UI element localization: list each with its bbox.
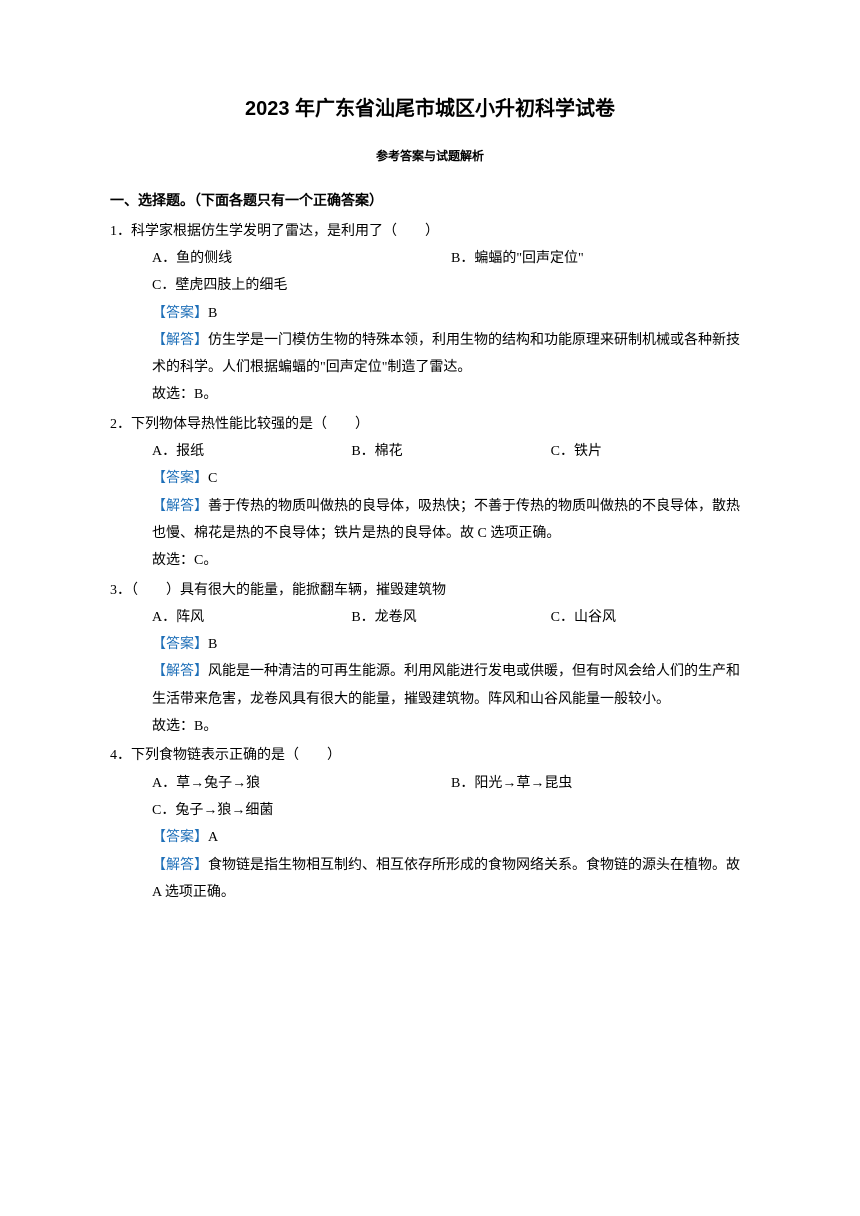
q3-explain: 风能是一种清洁的可再生能源。利用风能进行发电或供暖，但有时风会给人们的生产和生活… [152,664,740,706]
question-4: 4．下列食物链表示正确的是（ ） A．草→兔子→狼 B．阳光→草→昆虫 C．兔子… [110,742,750,906]
q3-number: 3． [110,583,131,598]
q2-option-b: B．棉花 [351,438,550,465]
explain-label: 【解答】 [152,499,208,514]
q2-option-c: C．铁片 [551,438,750,465]
page-title: 2023 年广东省汕尾市城区小升初科学试卷 [110,90,750,129]
q2-stem: 下列物体导热性能比较强的是（ ） [131,417,369,432]
q1-option-c: C．壁虎四肢上的细毛 [110,272,750,299]
question-2: 2．下列物体导热性能比较强的是（ ） A．报纸 B．棉花 C．铁片 【答案】C … [110,411,750,575]
q2-conclusion: 故选：C。 [110,547,750,574]
q3-stem-line: 3．（ ）具有很大的能量，能掀翻车辆，摧毁建筑物 [110,577,750,604]
q4-option-a: A．草→兔子→狼 [152,770,451,797]
q1-number: 1． [110,224,131,239]
q4-number: 4． [110,748,131,763]
q2-number: 2． [110,417,131,432]
answer-label: 【答案】 [152,306,208,321]
q1-answer-line: 【答案】B [110,300,750,327]
explain-label: 【解答】 [152,333,208,348]
q3-option-b: B．龙卷风 [351,604,550,631]
answer-label: 【答案】 [152,830,208,845]
q4-options-row1: A．草→兔子→狼 B．阳光→草→昆虫 [110,770,750,797]
explain-label: 【解答】 [152,858,208,873]
subtitle: 参考答案与试题解析 [110,145,750,168]
q1-explain: 仿生学是一门模仿生物的特殊本领，利用生物的结构和功能原理来研制机械或各种新技术的… [152,333,740,375]
q2-option-a: A．报纸 [152,438,351,465]
q1-conclusion: 故选：B。 [110,381,750,408]
q3-answer-line: 【答案】B [110,631,750,658]
q1-options-row1: A．鱼的侧线 B．蝙蝠的"回声定位" [110,245,750,272]
section-header: 一、选择题。（下面各题只有一个正确答案） [110,188,750,215]
q3-stem: （ ）具有很大的能量，能掀翻车辆，摧毁建筑物 [131,583,446,598]
q2-stem-line: 2．下列物体导热性能比较强的是（ ） [110,411,750,438]
q2-explain: 善于传热的物质叫做热的良导体，吸热快；不善于传热的物质叫做热的不良导体，散热也慢… [152,499,740,541]
q2-answer-line: 【答案】C [110,465,750,492]
q3-option-c: C．山谷风 [551,604,750,631]
q1-stem: 科学家根据仿生学发明了雷达，是利用了（ ） [131,224,439,239]
q2-options-row: A．报纸 B．棉花 C．铁片 [110,438,750,465]
q3-explain-line: 【解答】风能是一种清洁的可再生能源。利用风能进行发电或供暖，但有时风会给人们的生… [110,658,750,713]
q2-explain-line: 【解答】善于传热的物质叫做热的良导体，吸热快；不善于传热的物质叫做热的不良导体，… [110,493,750,548]
q4-explain: 食物链是指生物相互制约、相互依存所形成的食物网络关系。食物链的源头在植物。故 A… [152,858,740,900]
q1-explain-line: 【解答】仿生学是一门模仿生物的特殊本领，利用生物的结构和功能原理来研制机械或各种… [110,327,750,382]
q3-options-row: A．阵风 B．龙卷风 C．山谷风 [110,604,750,631]
q1-option-a: A．鱼的侧线 [152,245,451,272]
q4-stem-line: 4．下列食物链表示正确的是（ ） [110,742,750,769]
q4-answer: A [208,830,218,845]
q4-explain-line: 【解答】食物链是指生物相互制约、相互依存所形成的食物网络关系。食物链的源头在植物… [110,852,750,907]
q3-conclusion: 故选：B。 [110,713,750,740]
q4-option-c: C．兔子→狼→细菌 [110,797,750,824]
q4-answer-line: 【答案】A [110,824,750,851]
explain-label: 【解答】 [152,664,208,679]
q1-stem-line: 1．科学家根据仿生学发明了雷达，是利用了（ ） [110,218,750,245]
q1-option-b: B．蝙蝠的"回声定位" [451,245,750,272]
question-1: 1．科学家根据仿生学发明了雷达，是利用了（ ） A．鱼的侧线 B．蝙蝠的"回声定… [110,218,750,409]
q2-answer: C [208,471,217,486]
q4-option-b: B．阳光→草→昆虫 [451,770,750,797]
q4-stem: 下列食物链表示正确的是（ ） [131,748,341,763]
question-3: 3．（ ）具有很大的能量，能掀翻车辆，摧毁建筑物 A．阵风 B．龙卷风 C．山谷… [110,577,750,741]
q1-answer: B [208,306,217,321]
answer-label: 【答案】 [152,637,208,652]
q3-answer: B [208,637,217,652]
answer-label: 【答案】 [152,471,208,486]
q3-option-a: A．阵风 [152,604,351,631]
